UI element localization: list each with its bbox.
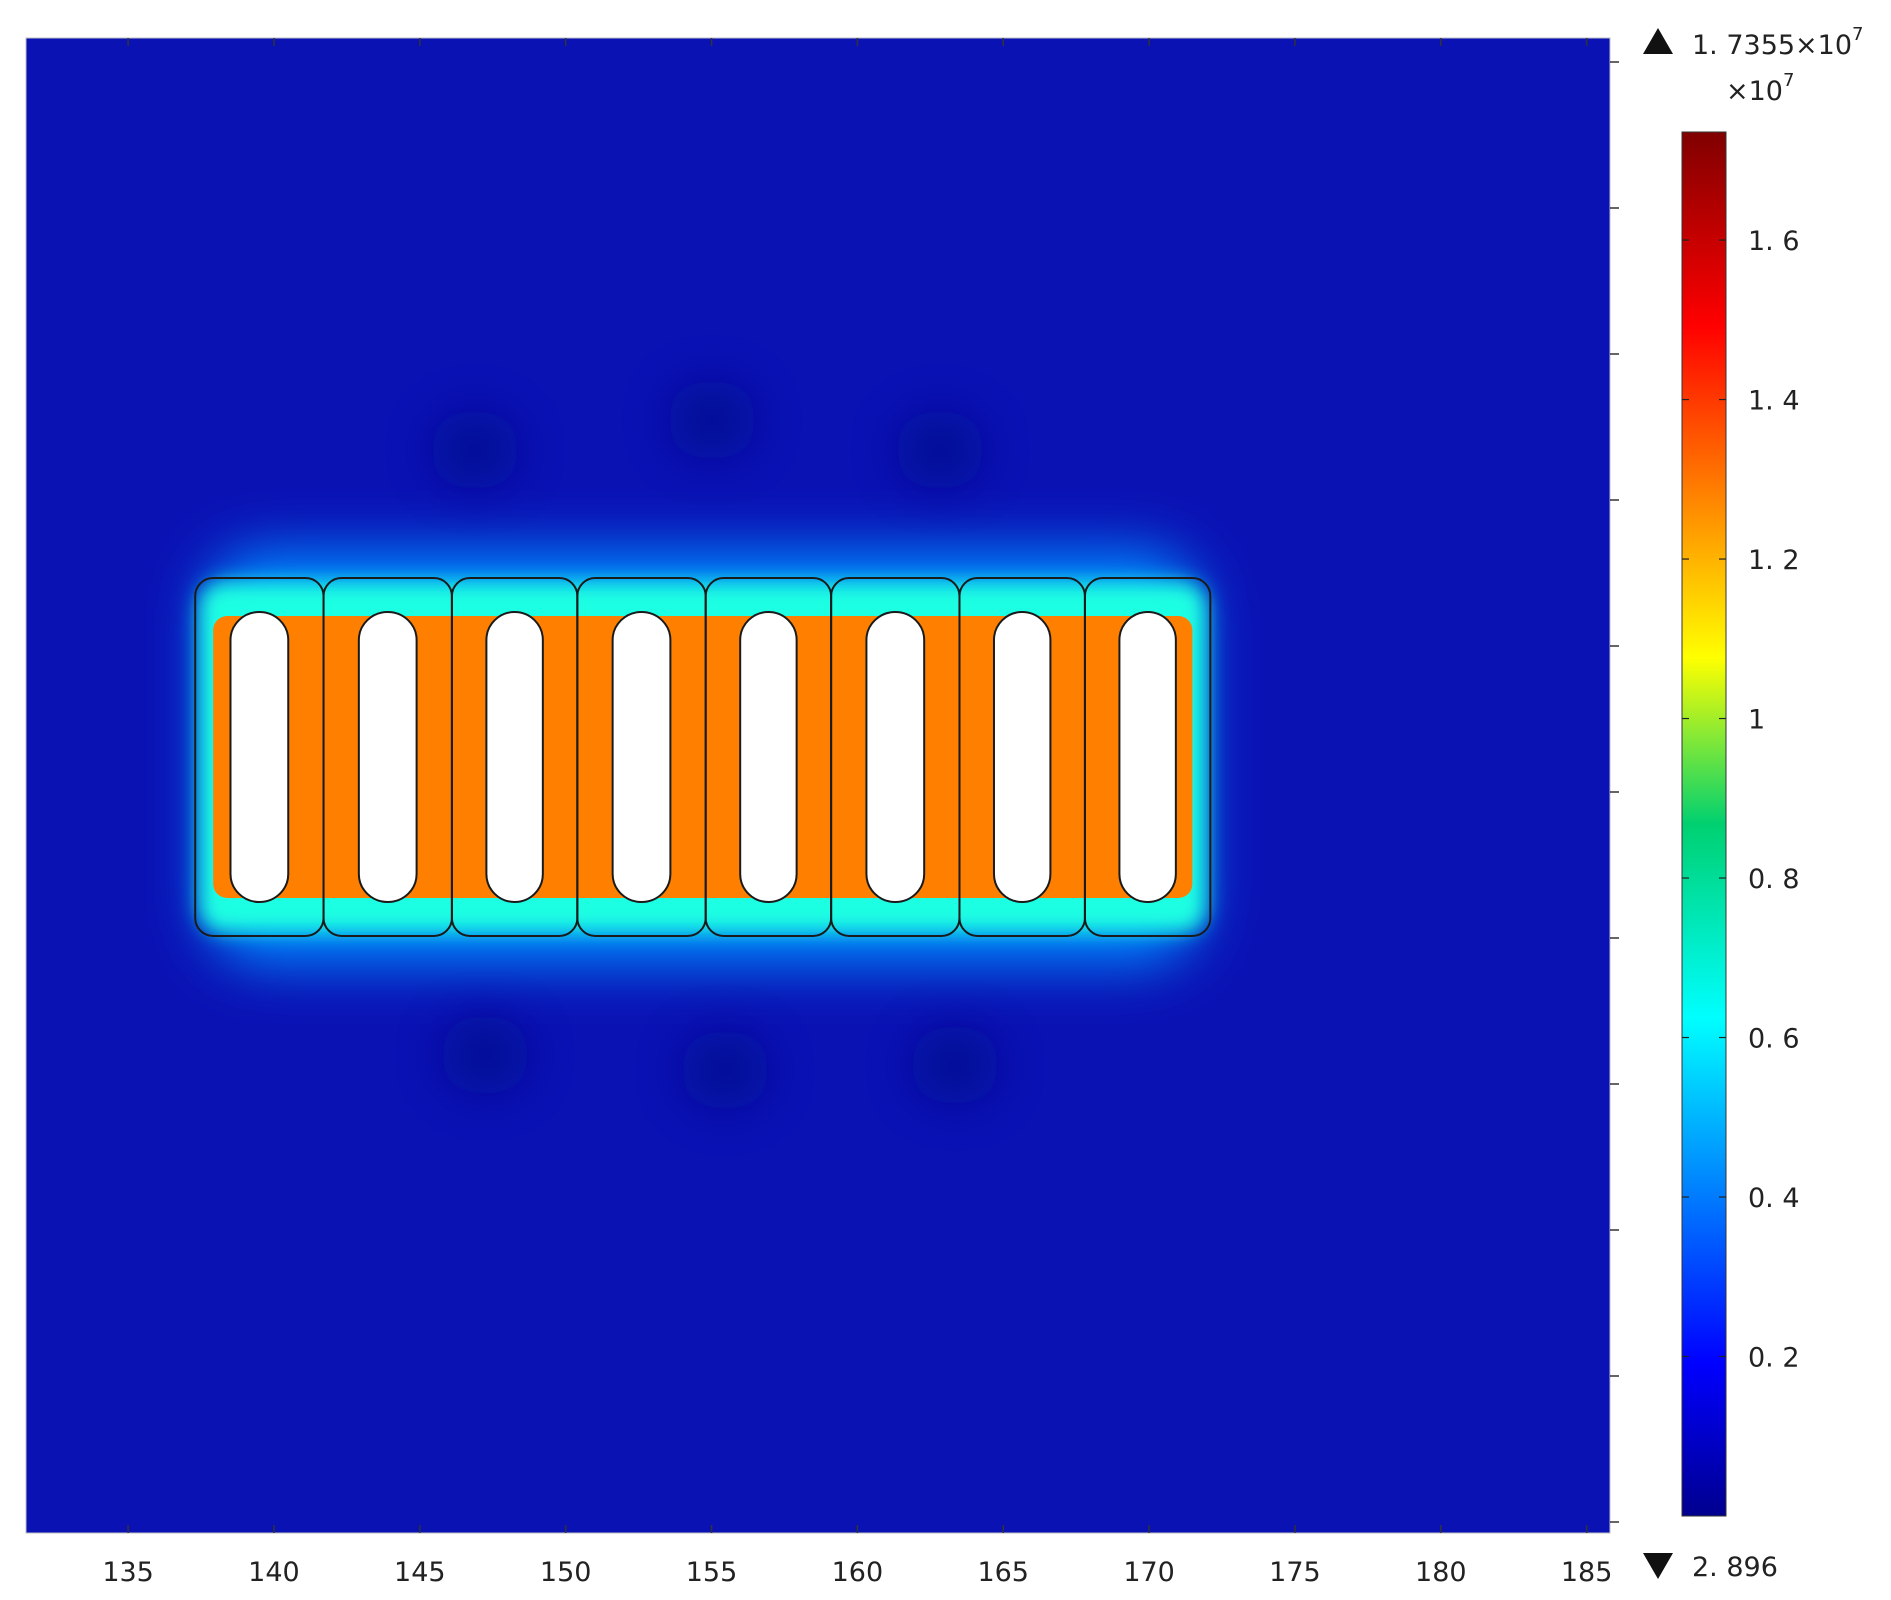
max-marker-icon xyxy=(1643,28,1673,54)
x-tick-label: 170 xyxy=(1123,1557,1175,1588)
cell-slot xyxy=(357,611,418,903)
cell-slot xyxy=(1118,611,1177,903)
colorbar-min-label: 2. 896 xyxy=(1692,1552,1778,1583)
right-axis-ticks xyxy=(1610,61,1619,1523)
x-tick-label: 135 xyxy=(102,1557,154,1588)
colorbar-tick-label: 0. 2 xyxy=(1748,1343,1800,1374)
cell-slot xyxy=(485,611,544,903)
x-tick-label: 145 xyxy=(394,1557,446,1588)
colorbar-tick-label: 1. 2 xyxy=(1748,545,1800,576)
colorbar-tick-label: 0. 8 xyxy=(1748,864,1800,895)
cell-outline xyxy=(1083,577,1212,937)
colorbar-tick-label: 1 xyxy=(1748,705,1765,736)
field-dark-spot xyxy=(667,380,757,460)
field-dark-spot xyxy=(430,410,520,490)
colorbar-tick-label: 0. 6 xyxy=(1748,1024,1800,1055)
colorbar: 0. 2 0. 4 0. 6 0. 8 1 1. 2 1. 4 1. 6 1. 7355×10… xyxy=(1643,24,1864,1583)
cell-slot xyxy=(992,611,1052,903)
field-dark-spot xyxy=(680,1030,770,1110)
colorbar-tick-label: 1. 4 xyxy=(1748,386,1800,417)
cell-slot xyxy=(865,611,926,903)
field-dark-spot xyxy=(910,1025,1000,1105)
colorbar-max-label: 1. 7355×107 xyxy=(1692,24,1864,61)
colorbar-tick-label: 0. 4 xyxy=(1748,1183,1800,1214)
x-tick-label: 185 xyxy=(1561,1557,1613,1588)
min-marker-icon xyxy=(1643,1553,1673,1579)
x-tick-label: 150 xyxy=(540,1557,592,1588)
colorbar-max-exponent: 7 xyxy=(1852,24,1863,45)
cell-slot xyxy=(611,611,672,903)
colorbar-gradient xyxy=(1681,131,1727,1517)
field-dark-spot xyxy=(440,1015,530,1095)
field-core xyxy=(213,616,1193,898)
x-tick-label: 175 xyxy=(1269,1557,1321,1588)
field-dark-spot xyxy=(895,410,985,490)
colorbar-multiplier-exponent: 7 xyxy=(1783,70,1794,91)
x-tick-label: 180 xyxy=(1415,1557,1467,1588)
colorbar-ticks: 0. 2 0. 4 0. 6 0. 8 1 1. 2 1. 4 1. 6 xyxy=(1682,226,1800,1374)
plot-frame xyxy=(25,37,1611,1534)
x-tick-label: 165 xyxy=(977,1557,1029,1588)
colorbar-tick-label: 1. 6 xyxy=(1748,226,1800,257)
x-tick-label: 140 xyxy=(248,1557,300,1588)
x-tick-label: 155 xyxy=(686,1557,738,1588)
x-tick-label: 160 xyxy=(832,1557,884,1588)
x-axis: 135 140 145 150 155 160 165 170 175 180 185 xyxy=(102,38,1612,1588)
colorbar-multiplier: ×107 xyxy=(1726,70,1794,107)
cell-slot xyxy=(229,611,290,903)
field-layer xyxy=(194,380,1212,1110)
cell-slot xyxy=(739,611,798,903)
